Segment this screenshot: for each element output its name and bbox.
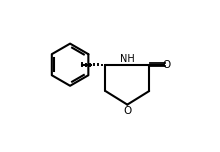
Text: O: O: [123, 106, 131, 116]
Text: O: O: [163, 60, 171, 70]
Text: NH: NH: [120, 54, 135, 64]
